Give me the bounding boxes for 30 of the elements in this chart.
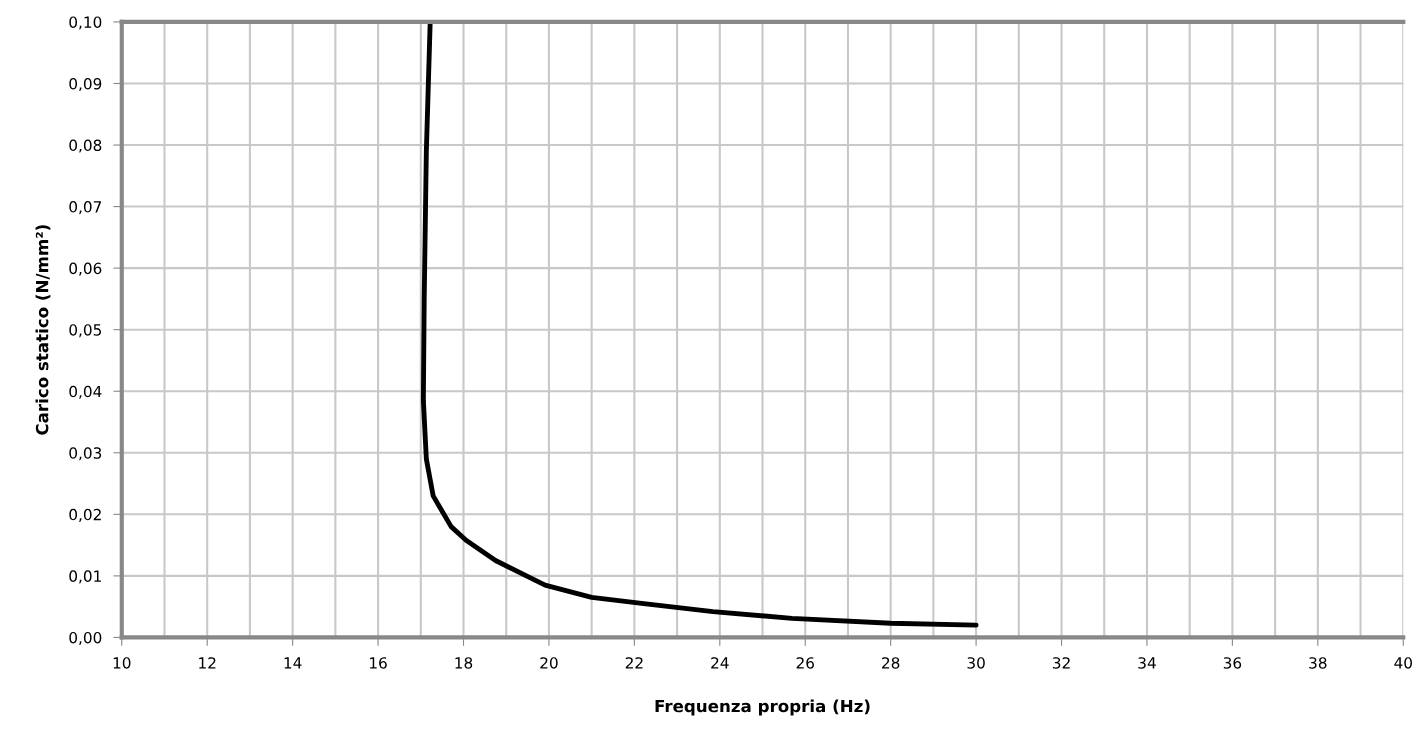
- x-tick-label: 26: [796, 657, 814, 669]
- x-tick-label: 16: [370, 657, 387, 669]
- x-axis-title: Frequenza propria (Hz): [655, 699, 870, 716]
- x-tick-label: 18: [455, 657, 473, 669]
- x-tick-label: 20: [540, 657, 558, 669]
- y-axis-title: Carico statico (N/mm²): [35, 225, 51, 435]
- y-tick-label: 0,02: [69, 508, 101, 522]
- y-tick-label: 0,01: [69, 570, 101, 584]
- x-tick-label: 24: [711, 657, 729, 669]
- y-tick-label: 0,06: [69, 262, 102, 276]
- x-tick-label: 28: [882, 657, 900, 669]
- x-tick-label: 22: [625, 657, 643, 669]
- y-tick-label: 0,09: [69, 77, 102, 92]
- x-tick-label: 38: [1309, 657, 1327, 669]
- x-tick-label: 30: [967, 657, 985, 669]
- x-tick-label: 10: [113, 657, 131, 669]
- y-tick-label: 0,00: [69, 631, 102, 646]
- y-tick-label: 0,07: [69, 201, 102, 215]
- x-tick-label: 32: [1052, 657, 1070, 669]
- x-tick-label: 14: [284, 657, 302, 669]
- x-tick-label: 12: [199, 657, 216, 669]
- line-series: [420, 21, 979, 628]
- x-tick-label: 34: [1138, 657, 1156, 669]
- y-tick-label: 0,05: [69, 324, 101, 338]
- x-tick-label: 36: [1223, 657, 1242, 669]
- y-tick-label: 0,04: [69, 385, 102, 399]
- y-tick-label: 0,10: [69, 16, 102, 30]
- y-tick-label: 0,03: [69, 447, 102, 461]
- x-tick-label: 40: [1394, 657, 1412, 669]
- y-tick-label: 0,08: [69, 139, 102, 153]
